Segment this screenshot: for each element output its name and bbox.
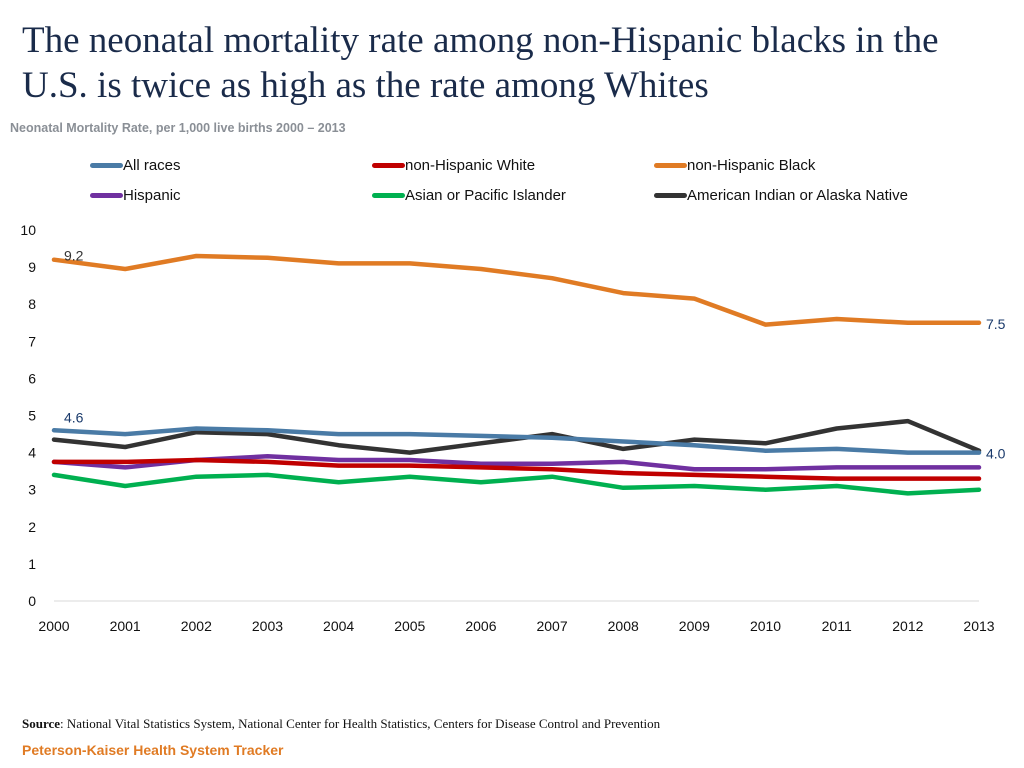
legend-item-hispanic: Hispanic [90, 187, 181, 204]
legend-swatch-non-hispanic-white [372, 163, 405, 168]
legend-swatch-all-races [90, 163, 123, 168]
y-tick-label: 6 [28, 370, 36, 386]
x-tick-label: 2003 [252, 618, 283, 634]
y-tick-label: 5 [28, 408, 36, 424]
x-tick-label: 2001 [110, 618, 141, 634]
x-tick-label: 2009 [679, 618, 710, 634]
y-tick-label: 0 [28, 593, 36, 609]
y-tick-label: 8 [28, 296, 36, 312]
legend-label: Asian or Pacific Islander [405, 187, 566, 204]
legend-label: All races [123, 157, 181, 174]
y-tick-label: 10 [20, 222, 36, 238]
x-tick-label: 2000 [38, 618, 69, 634]
chart-subtitle: Neonatal Mortality Rate, per 1,000 live … [10, 121, 346, 135]
legend-item-all-races: All races [90, 157, 181, 174]
source-label: Source [22, 716, 61, 731]
legend-swatch-hispanic [90, 193, 123, 198]
series-line-asian-or-pacific-islander [51, 472, 982, 496]
x-tick-label: 2002 [181, 618, 212, 634]
x-tick-label: 2005 [394, 618, 425, 634]
y-tick-label: 4 [28, 445, 36, 461]
brand-footer: Peterson-Kaiser Health System Tracker [22, 742, 284, 758]
series-line-non-hispanic-white [51, 457, 982, 481]
x-tick-label: 2010 [750, 618, 781, 634]
legend-item-asian-pacific-islander: Asian or Pacific Islander [372, 187, 566, 204]
y-tick-label: 7 [28, 333, 36, 349]
y-tick-label: 3 [28, 482, 36, 498]
legend-swatch-asian-pacific-islander [372, 193, 405, 198]
source-note: Source: National Vital Statistics System… [22, 716, 660, 732]
legend-swatch-non-hispanic-black [654, 163, 687, 168]
legend-item-non-hispanic-white: non-Hispanic White [372, 157, 535, 174]
x-tick-label: 2013 [963, 618, 994, 634]
series-line-all-races [51, 426, 982, 455]
x-tick-label: 2011 [822, 618, 852, 634]
source-text: : National Vital Statistics System, Nati… [60, 716, 661, 731]
legend-label: non-Hispanic White [405, 157, 536, 174]
x-tick-label: 2012 [892, 618, 923, 634]
line-chart: 0 1 2 3 4 5 6 7 8 9 10 2000 2001 2002 2003 2004 2005 2006… [20, 222, 1006, 634]
x-tick-label: 2004 [323, 618, 354, 634]
x-tick-label: 2006 [465, 618, 496, 634]
legend-label: non-Hispanic Black [687, 157, 816, 174]
data-label: 7.5 [986, 316, 1006, 332]
x-tick-label: 2007 [536, 618, 567, 634]
y-tick-label: 9 [28, 259, 36, 275]
legend-label: Hispanic [123, 187, 181, 204]
data-label: 9.2 [64, 248, 84, 264]
data-label: 4.6 [64, 409, 84, 425]
page-title: The neonatal mortality rate among non-Hi… [22, 20, 939, 106]
y-tick-label: 1 [28, 556, 36, 572]
y-tick-label: 2 [28, 519, 36, 535]
legend-item-non-hispanic-black: non-Hispanic Black [654, 157, 815, 174]
series-line-non-hispanic-black [51, 253, 982, 327]
legend-swatch-american-indian-alaska-native [654, 193, 687, 198]
legend-item-american-indian-alaska-native: American Indian or Alaska Native [654, 187, 908, 204]
data-label: 4.0 [986, 446, 1006, 462]
x-tick-label: 2008 [608, 618, 639, 634]
legend-label: American Indian or Alaska Native [687, 187, 908, 204]
